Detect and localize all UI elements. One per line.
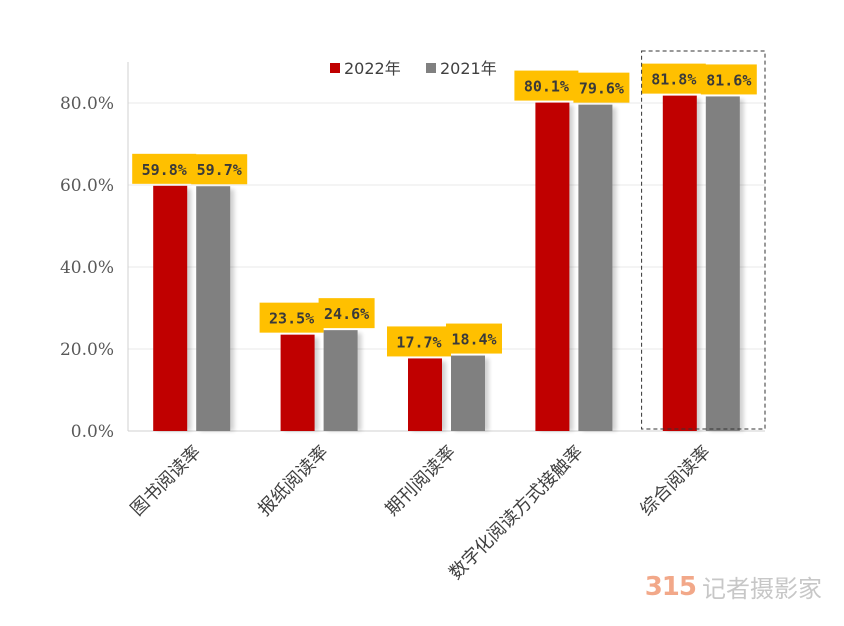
data-label: 81.8% [651, 71, 696, 89]
bar [153, 185, 188, 431]
legend-swatch [426, 63, 436, 73]
y-tick-label: 60.0% [60, 176, 114, 196]
bar [535, 102, 570, 431]
data-label-box [700, 64, 757, 95]
bar [408, 358, 442, 431]
bar [280, 334, 315, 431]
data-label-box [387, 326, 451, 357]
bar [196, 186, 231, 431]
data-label-box [573, 72, 630, 103]
legend: 2022年 2021年 [330, 59, 497, 78]
category-label: 数字化阅读方式接触率 [445, 442, 587, 584]
data-label: 80.1% [524, 78, 569, 96]
watermark-logo: 315 [644, 571, 697, 602]
y-tick-label: 20.0% [60, 340, 114, 360]
legend-label: 2022年 [344, 59, 401, 78]
highlight-box [641, 50, 766, 430]
legend-label: 2021年 [440, 59, 497, 78]
bars [153, 95, 744, 432]
data-label-box [318, 298, 375, 329]
category-label: 期刊阅读率 [382, 442, 460, 520]
bar [578, 104, 613, 431]
data-label: 59.8% [142, 161, 187, 179]
bar [705, 96, 740, 431]
data-label: 18.4% [451, 331, 496, 349]
data-label: 81.6% [706, 71, 751, 89]
data-label: 24.6% [324, 305, 369, 323]
y-tick-label: 40.0% [60, 258, 114, 278]
y-tick-label: 0.0% [71, 422, 114, 442]
data-label: 59.7% [197, 161, 242, 179]
bar [451, 355, 485, 431]
category-label: 报纸阅读率 [254, 442, 332, 520]
bar [662, 95, 697, 432]
data-label-box [446, 323, 502, 354]
y-tick-label: 80.0% [60, 94, 114, 114]
data-label: 17.7% [396, 333, 441, 351]
data-label-box [191, 154, 248, 185]
watermark: 315 记者摄影家 [645, 569, 822, 604]
bar [323, 330, 358, 431]
data-labels: 59.8% 59.7% 23.5% 24.6% 17.7% 18.4% 80.1% 79.6%… [132, 63, 757, 357]
watermark-text: 记者摄影家 [702, 575, 822, 603]
data-label-box [514, 70, 579, 101]
category-label: 综合阅读率 [636, 442, 714, 520]
category-label: 图书阅读率 [127, 442, 205, 520]
legend-swatch [330, 63, 340, 73]
data-label-box [259, 302, 324, 333]
highlight-rect [641, 50, 766, 430]
data-label-box [132, 153, 197, 184]
data-label: 23.5% [269, 310, 314, 328]
data-label-box [641, 63, 706, 94]
data-label: 79.6% [579, 80, 624, 98]
